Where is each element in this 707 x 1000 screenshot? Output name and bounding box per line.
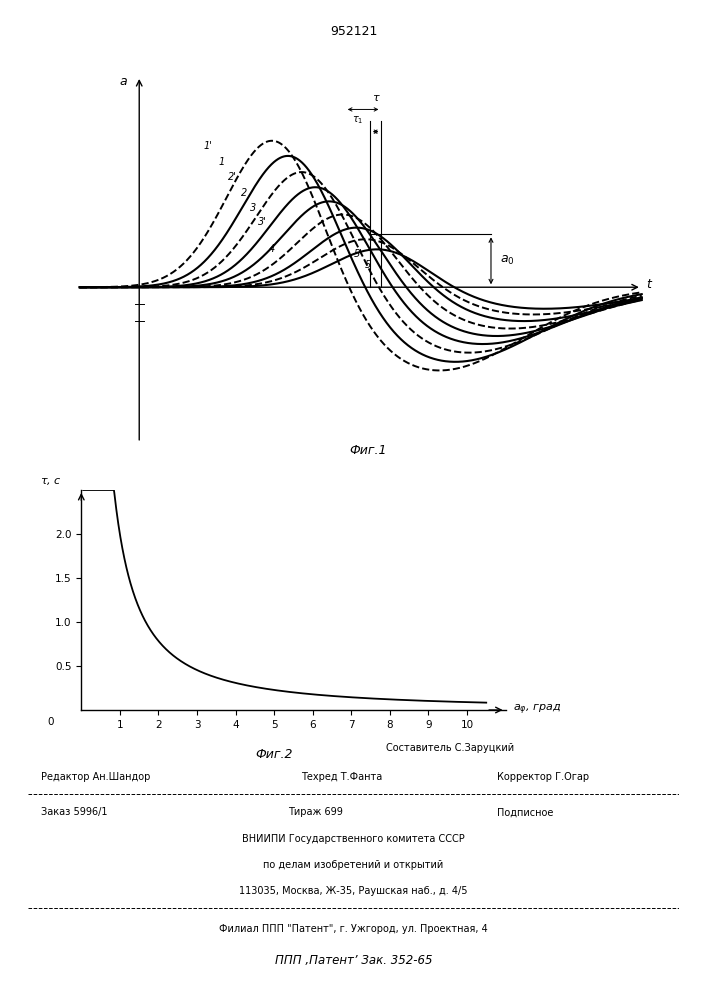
Text: $\tau_1$: $\tau_1$ bbox=[351, 115, 363, 126]
Text: по делам изобретений и открытий: по делам изобретений и открытий bbox=[264, 860, 443, 870]
Text: Техред Т.Фанта: Техред Т.Фанта bbox=[301, 772, 382, 782]
Text: 0: 0 bbox=[47, 717, 54, 727]
Text: a: a bbox=[119, 75, 127, 88]
Text: Фиг.2: Фиг.2 bbox=[255, 748, 293, 761]
Text: $a_\varphi$, град: $a_\varphi$, град bbox=[513, 703, 561, 717]
Text: $a_0$: $a_0$ bbox=[500, 254, 515, 267]
Text: t: t bbox=[646, 278, 651, 291]
Text: 5': 5' bbox=[354, 249, 363, 259]
Text: ВНИИПИ Государственного комитета СССР: ВНИИПИ Государственного комитета СССР bbox=[242, 834, 465, 844]
Text: 113035, Москва, Ж-35, Раушская наб., д. 4/5: 113035, Москва, Ж-35, Раушская наб., д. … bbox=[239, 886, 468, 896]
Text: Составитель С.Заруцкий: Составитель С.Заруцкий bbox=[386, 743, 514, 753]
Text: Тираж 699: Тираж 699 bbox=[288, 807, 344, 817]
Text: 1': 1' bbox=[204, 141, 212, 151]
Text: 3': 3' bbox=[258, 217, 267, 227]
Text: 5: 5 bbox=[365, 260, 370, 270]
Text: $\tau$, с: $\tau$, с bbox=[40, 476, 62, 487]
Text: Корректор Г.Огар: Корректор Г.Огар bbox=[496, 772, 589, 782]
Text: 2': 2' bbox=[228, 172, 238, 182]
Text: ППП ,Патент’ Зак. 352-65: ППП ,Патент’ Зак. 352-65 bbox=[275, 954, 432, 967]
Text: 4: 4 bbox=[269, 244, 275, 254]
Text: 952121: 952121 bbox=[329, 25, 378, 38]
Text: 3: 3 bbox=[250, 203, 257, 213]
Text: Редактор Ан.Шандор: Редактор Ан.Шандор bbox=[41, 772, 151, 782]
Text: Подписное: Подписное bbox=[496, 807, 553, 817]
Text: Фиг.1: Фиг.1 bbox=[349, 444, 387, 457]
Text: Заказ 5996/1: Заказ 5996/1 bbox=[41, 807, 107, 817]
Text: 1: 1 bbox=[218, 157, 225, 167]
Text: Филиал ППП "Патент", г. Ужгород, ул. Проектная, 4: Филиал ППП "Патент", г. Ужгород, ул. Про… bbox=[219, 924, 488, 934]
Text: $\tau$: $\tau$ bbox=[373, 93, 381, 103]
Text: 2: 2 bbox=[241, 188, 247, 198]
